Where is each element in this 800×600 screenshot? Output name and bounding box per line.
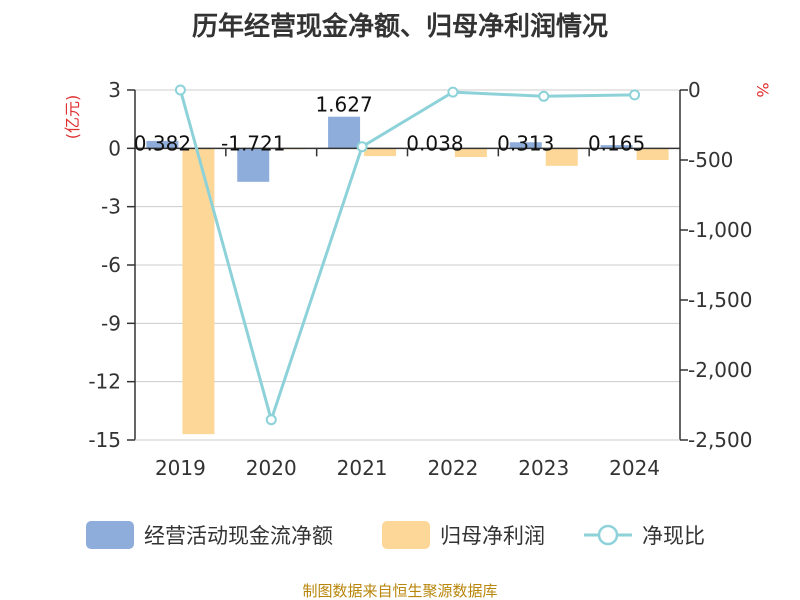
cashflow-bar [509,142,542,149]
cashflow-data-label: 0.313 [497,131,554,155]
left-tick-label: -3 [101,195,121,219]
ratio-point [356,141,368,153]
cashflow-bar [146,140,179,149]
left-tick-label: 3 [108,78,121,102]
x-tick-label: 2021 [337,456,388,480]
left-axis-unit: (亿元) [63,95,82,140]
x-tick-label: 2020 [246,456,297,480]
x-tick-label: 2022 [427,456,478,480]
legend-label-netprofit: 归母净利润 [440,524,545,548]
left-tick-label: -15 [88,428,121,452]
line-series [174,84,641,426]
left-tick-label: -9 [101,311,121,335]
netprofit-bar [364,148,397,157]
data-labels: 0.382 -1.721 1.627 0.038 0.313 0.165 [134,93,645,156]
cashflow-data-label: 0.382 [134,131,191,155]
right-tick-label: -500 [688,148,733,172]
cashflow-data-label: -1.721 [221,131,285,155]
ratio-point [538,90,550,102]
right-tick-label: -1,500 [688,288,752,312]
axes [127,89,688,441]
x-tick-label: 2019 [155,456,206,480]
right-tick-label: -2,500 [688,428,752,452]
chart-title: 历年经营现金净额、归母净利润情况 [192,11,608,42]
cashflow-data-label: 1.627 [315,93,372,117]
right-tick-label: -1,000 [688,218,752,242]
x-tick-label: 2024 [609,456,660,480]
legend-swatch-netprofit [382,521,430,549]
ratio-point [265,414,277,426]
right-tick-label: -2,000 [688,358,752,382]
right-tick-label: 0 [688,78,701,102]
tick-labels: 3 0 -3 -6 -9 -12 -15 0 -500 -1,000 -1,500 -2,000 -2,… [88,78,752,480]
source-note: 制图数据来自恒生聚源数据库 [302,582,497,600]
x-tick-label: 2023 [518,456,569,480]
legend-label-cashflow: 经营活动现金流净额 [144,524,333,548]
ratio-point [447,86,459,98]
cashflow-data-label: 0.038 [406,131,463,155]
left-tick-label: -6 [101,253,121,277]
right-axis-unit: % [753,82,772,97]
cashflow-bar [237,148,270,182]
cashflow-bar [328,116,361,149]
ratio-line [178,89,635,425]
netprofit-bar [636,148,669,160]
legend-swatch-cashflow [86,521,134,549]
ratio-point [174,84,186,96]
cashflow-data-label: 0.165 [588,131,645,155]
legend-swatch-ratio-marker [597,524,619,546]
netprofit-bar [454,148,487,158]
cashflow-bar [600,145,633,149]
bar-marks [146,116,669,435]
left-tick-label: -12 [88,370,121,394]
netprofit-bar [545,148,578,166]
left-tick-label: 0 [108,136,121,160]
legend: 经营活动现金流净额 归母净利润 净现比 [86,521,705,549]
legend-label-ratio: 净现比 [642,524,705,548]
ratio-point [629,89,641,101]
